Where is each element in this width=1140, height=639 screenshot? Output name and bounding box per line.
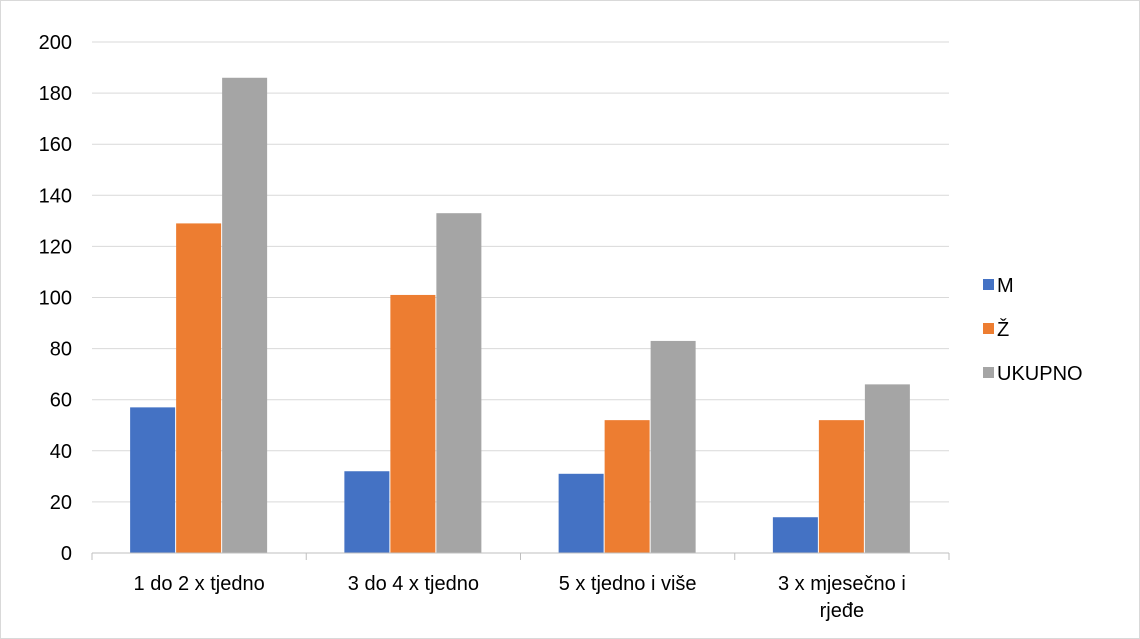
bars — [130, 77, 910, 554]
bar-ž-3 — [604, 420, 650, 553]
y-tick-label: 180 — [39, 83, 72, 105]
bar-m-1 — [130, 407, 176, 553]
legend: MŽ UKUPNO — [983, 275, 1083, 385]
x-category-label-line: 3 do 4 x tjedno — [348, 573, 479, 595]
legend-label: M — [997, 275, 1014, 297]
y-tick-label: 60 — [50, 390, 72, 412]
bar-m-2 — [344, 471, 390, 553]
x-category-label-line: 1 do 2 x tjedno — [134, 573, 265, 595]
bar-ukupno-2 — [436, 213, 482, 553]
bar-ukupno-3 — [650, 340, 696, 553]
bar-ukupno-4 — [864, 384, 910, 553]
bar-ukupno-1 — [222, 77, 268, 554]
x-category-label: 3 x mjesečno i rjeđe — [778, 573, 906, 622]
x-category-label: 3 do 4 x tjedno — [348, 573, 479, 595]
y-tick-label: 160 — [39, 134, 72, 156]
legend-swatch-ž — [983, 323, 994, 334]
y-tick-label: 100 — [39, 288, 72, 310]
x-category-label-line: 3 x mjesečno i — [778, 573, 906, 595]
y-tick-label: 0 — [61, 543, 72, 565]
y-tick-label: 80 — [50, 339, 72, 361]
legend-label: UKUPNO — [997, 363, 1083, 385]
x-category-label-line: 5 x tjedno i više — [559, 573, 697, 595]
bar-m-4 — [772, 517, 818, 553]
legend-swatch-m — [983, 279, 994, 290]
bar-ž-4 — [818, 420, 864, 553]
y-tick-label: 20 — [50, 492, 72, 514]
legend-swatch-ukupno — [983, 367, 994, 378]
y-tick-label: 200 — [39, 32, 72, 54]
x-category-label: 5 x tjedno i više — [559, 573, 697, 595]
bar-ž-2 — [390, 294, 436, 553]
legend-label: Ž — [997, 318, 1009, 341]
bar-ž-1 — [176, 223, 222, 553]
bar-m-3 — [558, 473, 604, 553]
y-tick-label: 40 — [50, 441, 72, 463]
x-category-label-line: rjeđe — [820, 600, 864, 622]
y-axis: 0 20 40 60 80 100 120 140 160 180 200 — [39, 32, 72, 565]
y-tick-label: 140 — [39, 185, 72, 207]
x-category-label: 1 do 2 x tjedno — [134, 573, 265, 595]
y-tick-label: 120 — [39, 236, 72, 258]
x-axis: 1 do 2 x tjedno 3 do 4 x tjedno 5 x tjedno… — [91, 552, 950, 622]
